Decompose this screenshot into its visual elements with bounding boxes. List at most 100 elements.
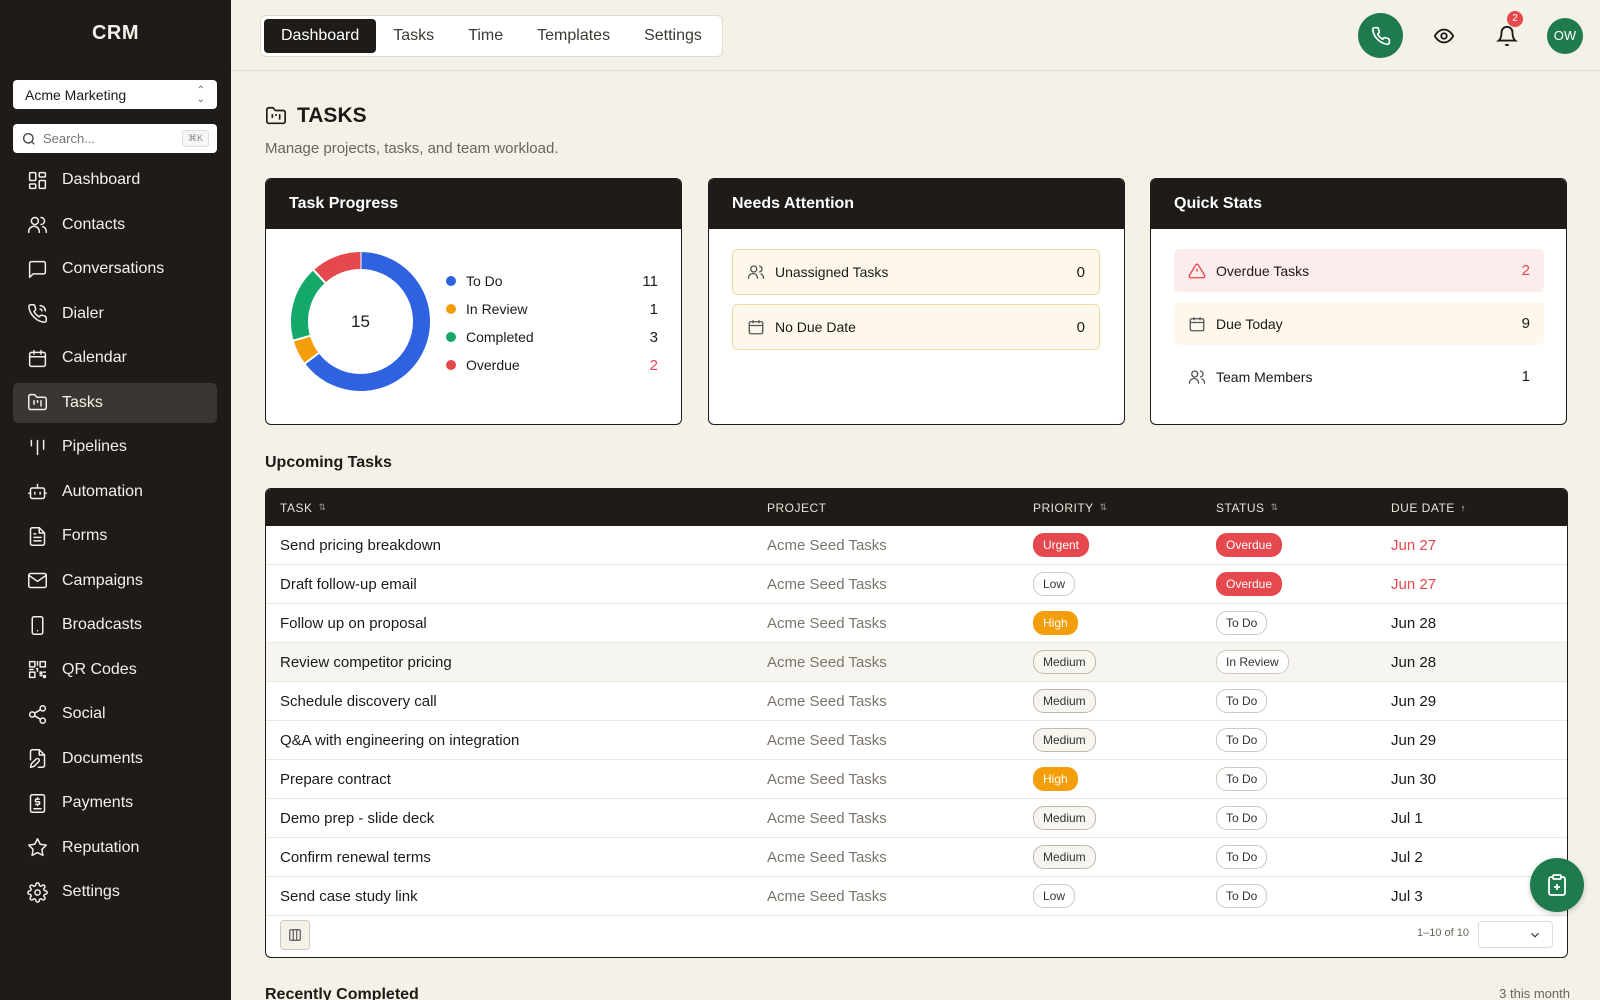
org-select[interactable]: Acme Marketing ⌃ ⌄: [13, 80, 217, 109]
task-name[interactable]: Draft follow-up email: [280, 575, 417, 593]
task-progress-card: Task Progress 15 To Do 11 In Review 1 Comple…: [265, 178, 682, 425]
task-progress-donut: 15: [288, 249, 433, 394]
table-footer: 1–10 of 10: [266, 911, 1567, 957]
status-badge: In Review: [1216, 650, 1289, 674]
task-due-date: Jul 3: [1391, 887, 1423, 905]
donut-total: 15: [351, 312, 370, 331]
table-row[interactable]: Demo prep - slide deck Acme Seed Tasks Med…: [266, 799, 1567, 838]
priority-badge: Medium: [1033, 806, 1096, 830]
tab-templates[interactable]: Templates: [537, 27, 611, 44]
search-box[interactable]: ⌘K: [13, 124, 217, 153]
team-members-row[interactable]: Team Members 1: [1174, 355, 1544, 398]
status-badge: Overdue: [1216, 533, 1283, 557]
table-row[interactable]: Send case study link Acme Seed Tasks Low To…: [266, 877, 1567, 916]
eye-icon: [1433, 28, 1454, 43]
sidebar-item-qr-codes[interactable]: QR Codes: [13, 650, 217, 690]
sidebar-item-label: Contacts: [62, 215, 126, 233]
priority-badge: Low: [1033, 572, 1076, 596]
legend-item-to-do: To Do 11: [446, 267, 658, 295]
avatar[interactable]: OW: [1547, 17, 1583, 54]
sidebar-item-label: Payments: [62, 794, 134, 811]
sidebar-item-automation[interactable]: Automation: [13, 472, 217, 512]
sidebar-item-label: Dialer: [62, 304, 104, 322]
sidebar-item-pipelines[interactable]: Pipelines: [13, 427, 217, 467]
search-input[interactable]: [43, 131, 163, 146]
sidebar-item-conversations[interactable]: Conversations: [13, 249, 217, 289]
sidebar-item-reputation[interactable]: Reputation: [13, 828, 217, 868]
sidebar-item-broadcasts[interactable]: Broadcasts: [13, 605, 217, 645]
table-row[interactable]: Schedule discovery call Acme Seed Tasks Me…: [266, 682, 1567, 721]
call-button[interactable]: [1358, 13, 1403, 58]
no-due-date-value: 0: [1076, 318, 1085, 336]
donut-separator: [292, 334, 312, 342]
task-name[interactable]: Demo prep - slide deck: [280, 809, 435, 827]
unassigned-tasks-row[interactable]: Unassigned Tasks 0: [732, 249, 1100, 295]
sidebar-item-forms[interactable]: Forms: [13, 516, 217, 556]
task-name[interactable]: Prepare contract: [280, 770, 391, 788]
table-row[interactable]: Review competitor pricing Acme Seed Tasks…: [266, 643, 1567, 682]
receipt-icon: [29, 793, 46, 813]
task-due-date: Jun 29: [1391, 731, 1437, 749]
priority-badge: Urgent: [1033, 533, 1090, 557]
column-header-due-date[interactable]: DUE DATE ↑: [1391, 500, 1466, 515]
phone-icon: [28, 304, 47, 323]
task-due-date: Jun 28: [1391, 614, 1437, 632]
sidebar-item-documents[interactable]: Documents: [13, 739, 217, 779]
task-name[interactable]: Send pricing breakdown: [280, 536, 441, 554]
task-name[interactable]: Schedule discovery call: [280, 692, 437, 710]
tab-time[interactable]: Time: [468, 27, 504, 44]
page-size-select[interactable]: [1478, 921, 1553, 948]
legend-dot: [446, 304, 456, 314]
sidebar-item-label: Dashboard: [62, 171, 141, 188]
mail-icon: [28, 572, 47, 589]
sort-icon: ⇅: [1099, 502, 1108, 512]
table-row[interactable]: Follow up on proposal Acme Seed Tasks High…: [266, 604, 1567, 643]
notifications-button[interactable]: 2: [1484, 11, 1529, 58]
legend-value: 1: [649, 300, 658, 318]
column-header-status[interactable]: STATUS ⇅: [1216, 500, 1279, 515]
sidebar-item-social[interactable]: Social: [13, 694, 217, 734]
status-badge: Overdue: [1216, 572, 1283, 596]
sidebar-item-label: Settings: [62, 883, 120, 900]
sidebar-item-calendar[interactable]: Calendar: [13, 338, 217, 378]
task-name[interactable]: Confirm renewal terms: [280, 848, 431, 866]
preview-button[interactable]: [1421, 13, 1466, 58]
new-task-fab[interactable]: [1530, 858, 1584, 912]
page-title-text: TASKS: [297, 104, 367, 127]
task-name[interactable]: Review competitor pricing: [280, 653, 452, 671]
table-row[interactable]: Send pricing breakdown Acme Seed Tasks Urg…: [266, 526, 1567, 565]
column-header-task[interactable]: TASK ⇅: [280, 500, 327, 515]
donut-separator: [312, 268, 327, 285]
legend-dot: [446, 276, 456, 286]
due-today-row[interactable]: Due Today 9: [1174, 302, 1544, 345]
due-today-value: 9: [1521, 315, 1530, 332]
sidebar-item-settings[interactable]: Settings: [13, 872, 217, 912]
tab-tasks[interactable]: Tasks: [393, 27, 435, 44]
users-icon: [28, 216, 47, 234]
sidebar-item-campaigns[interactable]: Campaigns: [13, 561, 217, 601]
table-row[interactable]: Draft follow-up email Acme Seed Tasks Low O…: [266, 565, 1567, 604]
tab-settings[interactable]: Settings: [644, 27, 702, 44]
task-name[interactable]: Follow up on proposal: [280, 614, 427, 632]
sidebar-item-contacts[interactable]: Contacts: [13, 205, 217, 245]
task-name[interactable]: Send case study link: [280, 887, 418, 905]
no-due-date-label: No Due Date: [775, 319, 856, 335]
column-header-priority[interactable]: PRIORITY ⇅: [1033, 500, 1108, 515]
columns-toggle-button[interactable]: [280, 920, 310, 950]
no-due-date-row[interactable]: No Due Date 0: [732, 304, 1100, 350]
pagination-info: 1–10 of 10: [1417, 927, 1469, 939]
sidebar-item-payments[interactable]: Payments: [13, 783, 217, 823]
bot-icon: [28, 483, 47, 500]
unassigned-tasks-value: 0: [1076, 263, 1085, 281]
task-name[interactable]: Q&A with engineering on integration: [280, 731, 520, 749]
sidebar-item-tasks[interactable]: Tasks: [13, 382, 217, 423]
overdue-tasks-row[interactable]: Overdue Tasks 2: [1174, 249, 1544, 292]
share-icon: [28, 704, 47, 724]
table-row[interactable]: Prepare contract Acme Seed Tasks High To Do…: [266, 760, 1567, 799]
sidebar-item-dialer[interactable]: Dialer: [13, 294, 217, 334]
table-row[interactable]: Q&A with engineering on integration Acme …: [266, 721, 1567, 760]
sidebar-item-dashboard[interactable]: Dashboard: [13, 160, 217, 200]
tab-dashboard[interactable]: Dashboard: [264, 19, 377, 53]
status-badge: To Do: [1216, 689, 1268, 713]
table-row[interactable]: Confirm renewal terms Acme Seed Tasks Medi…: [266, 838, 1567, 877]
